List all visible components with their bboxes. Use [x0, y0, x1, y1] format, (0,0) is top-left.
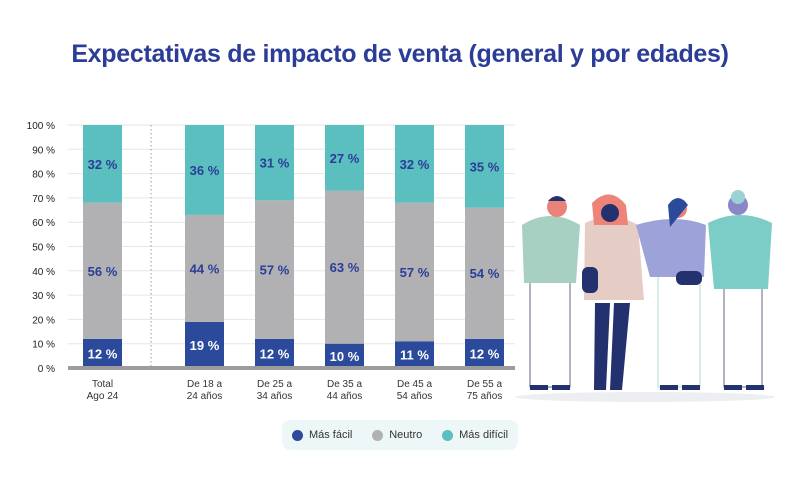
data-label: 32 % — [88, 157, 118, 172]
y-tick-label: 30 % — [32, 291, 55, 302]
x-tick-label: Ago 24 — [87, 391, 119, 402]
x-tick-label: 75 años — [467, 391, 503, 402]
legend: Más fácil Neutro Más difícil — [282, 420, 518, 450]
y-tick-label: 0 % — [38, 364, 55, 375]
bar-segment — [465, 125, 504, 208]
chart-title: Expectativas de impacto de venta (genera… — [71, 40, 729, 68]
data-label: 12 % — [88, 346, 118, 361]
bar-segment — [465, 207, 504, 339]
y-tick-label: 90 % — [32, 145, 55, 156]
data-label: 54 % — [470, 266, 500, 281]
bar-segment — [255, 125, 294, 201]
legend-label: Neutro — [389, 429, 423, 441]
data-label: 57 % — [260, 263, 290, 278]
data-label: 12 % — [470, 346, 500, 361]
x-tick-label: De 45 a — [397, 379, 432, 390]
data-label: 12 % — [260, 346, 290, 361]
data-label: 27 % — [330, 151, 360, 166]
data-label: 11 % — [400, 348, 429, 363]
y-tick-label: 50 % — [32, 243, 55, 254]
bar-segment — [185, 214, 224, 322]
x-tick-label: 54 años — [397, 391, 433, 402]
y-tick-label: 40 % — [32, 267, 55, 278]
people-illustration — [515, 190, 775, 402]
x-tick-label: De 55 a — [467, 379, 502, 390]
y-tick-label: 80 % — [32, 170, 55, 181]
bar-segment — [325, 125, 364, 191]
data-label: 31 % — [260, 156, 290, 171]
legend-item-mas-dificil: Más difícil — [442, 429, 508, 441]
x-tick-label: De 18 a — [187, 379, 222, 390]
person-1 — [522, 196, 580, 390]
y-tick-label: 60 % — [32, 218, 55, 229]
bar-segment — [185, 321, 224, 368]
x-tick-label: 24 años — [187, 391, 223, 402]
legend-swatch — [442, 429, 454, 441]
bar-segment — [185, 125, 224, 215]
x-tick-label: Total — [92, 379, 113, 390]
x-axis-baseline — [68, 366, 515, 370]
bar-segment — [395, 202, 434, 342]
bar-segment — [325, 190, 364, 344]
bar-segment — [255, 338, 294, 368]
legend-item-neutro: Neutro — [372, 429, 422, 441]
person-4 — [708, 190, 772, 390]
y-tick-label: 70 % — [32, 194, 55, 205]
data-label: 32 % — [400, 157, 430, 172]
bar-segment — [465, 338, 504, 368]
x-tick-label: 44 años — [327, 391, 363, 402]
legend-item-mas-facil: Más fácil — [291, 429, 353, 441]
bar-segment — [255, 200, 294, 339]
data-label: 57 % — [400, 265, 430, 280]
bar-segment — [395, 125, 434, 203]
bar-segment — [83, 125, 122, 203]
data-label: 56 % — [88, 264, 118, 279]
x-tick-label: De 35 a — [327, 379, 362, 390]
y-tick-label: 20 % — [32, 315, 55, 326]
person-3 — [636, 198, 706, 390]
bar-segment — [325, 343, 364, 368]
bar-segment — [395, 341, 434, 368]
person-2 — [582, 194, 644, 390]
data-label: 35 % — [470, 159, 500, 174]
x-tick-label: 34 años — [257, 391, 293, 402]
bar-segment — [83, 338, 122, 368]
y-tick-label: 10 % — [32, 340, 55, 351]
legend-swatch — [291, 429, 303, 441]
legend-label: Más difícil — [459, 429, 509, 441]
bar-segment — [83, 202, 122, 339]
data-label: 44 % — [190, 261, 220, 276]
y-tick-label: 100 % — [27, 121, 55, 132]
legend-label: Más fácil — [308, 429, 353, 441]
data-label: 36 % — [190, 163, 220, 178]
legend-swatch — [372, 429, 384, 441]
data-label: 19 % — [190, 338, 220, 353]
x-tick-label: De 25 a — [257, 379, 292, 390]
data-label: 10 % — [330, 349, 360, 364]
data-label: 63 % — [330, 260, 360, 275]
